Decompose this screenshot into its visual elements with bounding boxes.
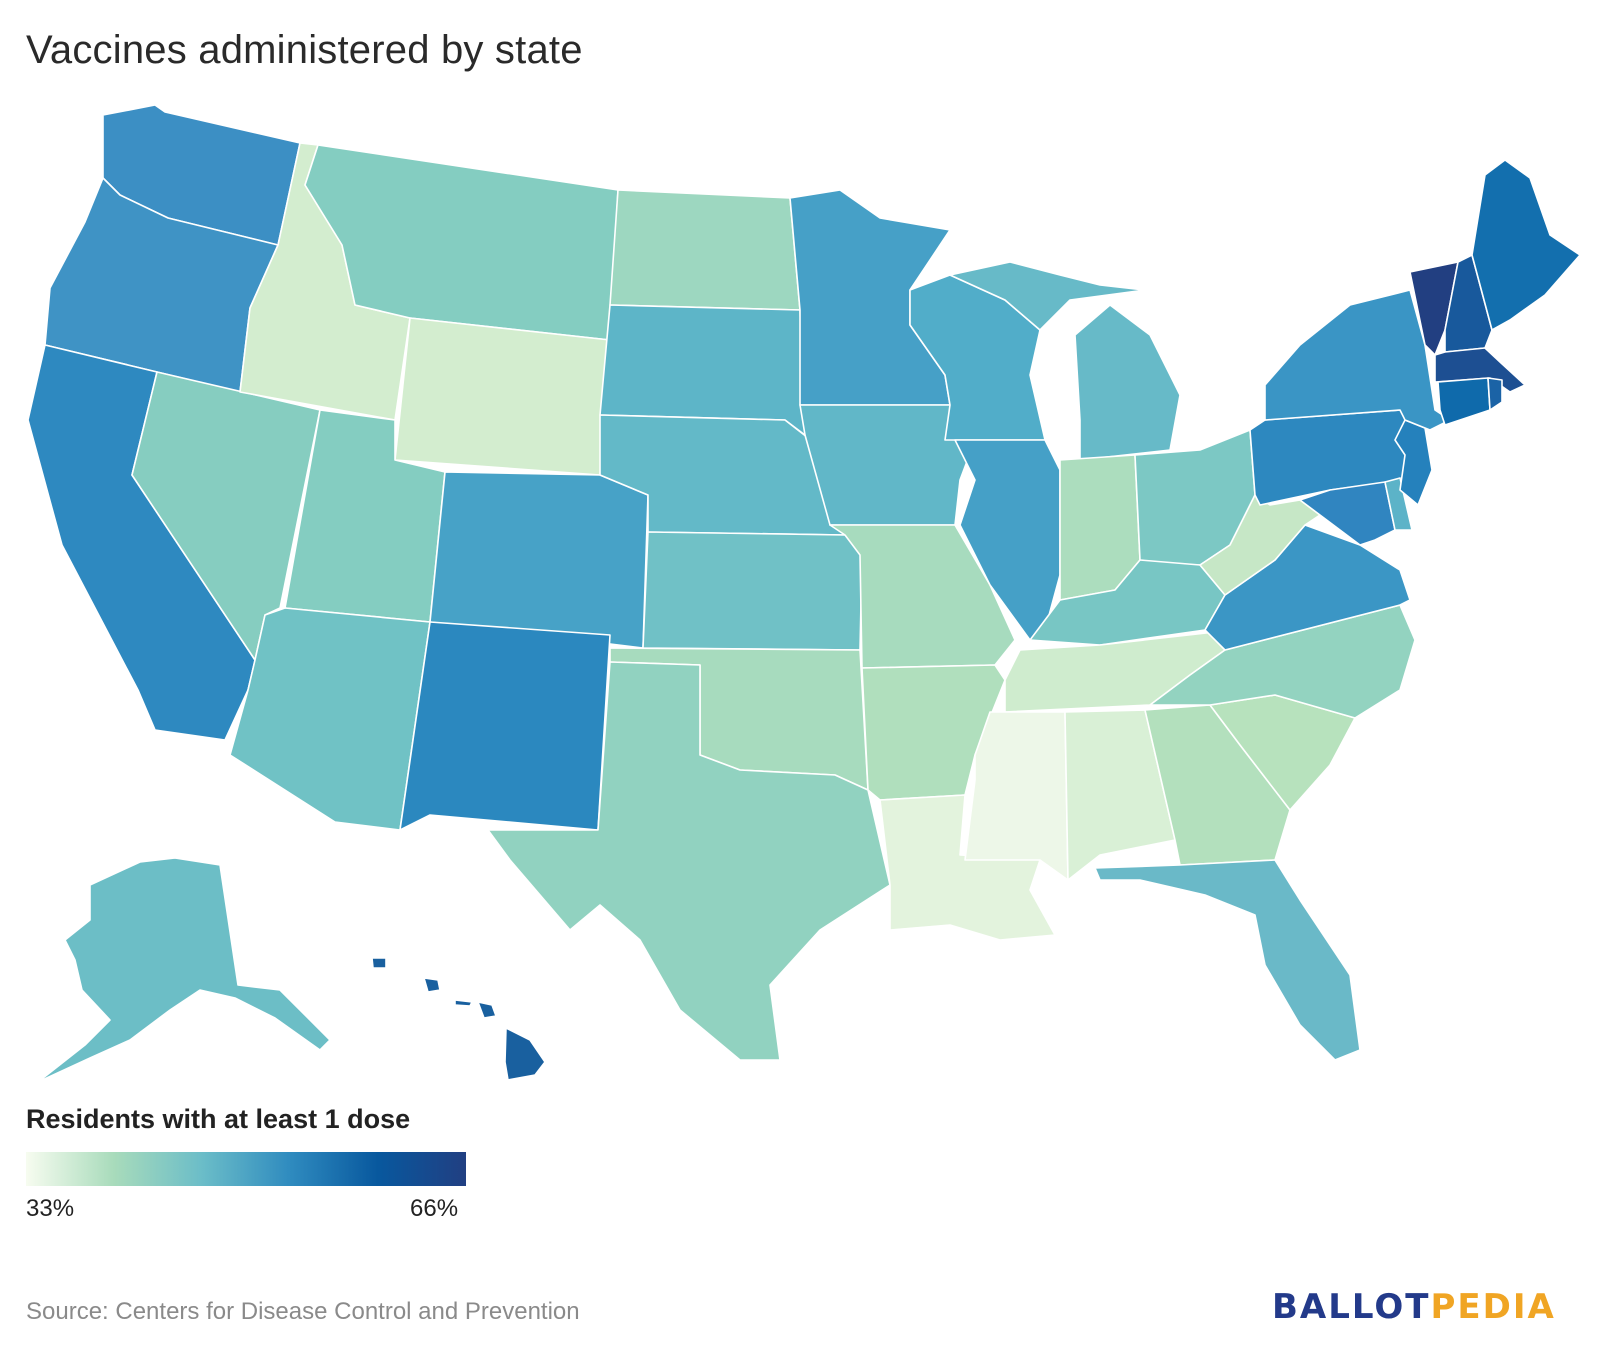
state-hi-big[interactable] bbox=[504, 1027, 546, 1081]
state-az[interactable] bbox=[229, 607, 431, 831]
state-hi-molokai[interactable] bbox=[454, 999, 473, 1007]
state-ms[interactable] bbox=[964, 711, 1069, 881]
legend-min-label: 33% bbox=[26, 1195, 75, 1222]
state-nm[interactable] bbox=[399, 621, 611, 831]
state-nd[interactable] bbox=[609, 189, 801, 311]
state-ak[interactable] bbox=[37, 857, 331, 1083]
state-mi-lower[interactable] bbox=[1074, 304, 1181, 461]
state-hi-maui[interactable] bbox=[477, 1001, 497, 1019]
state-mi-upper[interactable] bbox=[949, 261, 1146, 331]
state-la[interactable] bbox=[879, 794, 1056, 941]
state-ri[interactable] bbox=[1487, 377, 1503, 411]
state-wy[interactable] bbox=[394, 317, 611, 476]
state-nj[interactable] bbox=[1394, 419, 1433, 506]
source-note: Source: Centers for Disease Control and … bbox=[26, 1298, 580, 1325]
state-ks[interactable] bbox=[642, 531, 863, 651]
map-title: Vaccines administered by state bbox=[26, 28, 583, 72]
state-hi-oahu[interactable] bbox=[423, 977, 441, 993]
state-hi-kauai[interactable] bbox=[371, 957, 387, 969]
state-me[interactable] bbox=[1471, 159, 1581, 331]
state-ny[interactable] bbox=[1264, 289, 1451, 431]
legend-title: Residents with at least 1 dose bbox=[26, 1104, 411, 1134]
state-tx[interactable] bbox=[487, 661, 891, 1061]
legend-max-label: 66% bbox=[410, 1195, 459, 1222]
state-ar[interactable] bbox=[861, 664, 1006, 801]
state-de[interactable] bbox=[1384, 477, 1413, 531]
state-al[interactable] bbox=[1064, 709, 1176, 881]
logo-part-ballot: BALLOT bbox=[1272, 1287, 1431, 1327]
logo-part-pedia: PEDIA bbox=[1430, 1287, 1556, 1327]
legend-color-scale bbox=[26, 1152, 466, 1186]
state-fl[interactable] bbox=[1094, 859, 1361, 1061]
state-ct[interactable] bbox=[1437, 377, 1491, 426]
state-co[interactable] bbox=[429, 471, 649, 649]
state-vt[interactable] bbox=[1409, 261, 1459, 356]
state-md[interactable] bbox=[1299, 481, 1396, 546]
ballotpedia-logo[interactable]: BALLOTPEDIA bbox=[1272, 1287, 1556, 1327]
